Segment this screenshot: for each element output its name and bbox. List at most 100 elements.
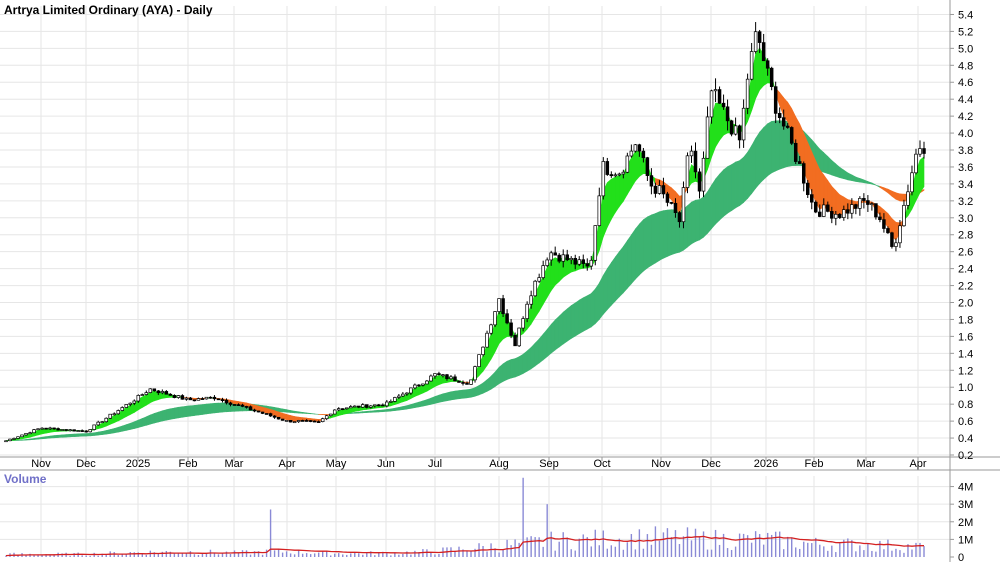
- short-term-ma-ribbon: [756, 48, 760, 99]
- long-term-ma-ribbon: [158, 411, 162, 422]
- candle-body: [606, 161, 609, 174]
- candle-body: [850, 205, 853, 214]
- candle-body: [341, 409, 344, 410]
- price-candle: [205, 397, 208, 400]
- candle-body: [81, 431, 84, 432]
- long-term-ma-ribbon: [22, 439, 26, 440]
- long-term-ma-ribbon: [186, 406, 190, 417]
- candle-body: [590, 260, 593, 266]
- candle-body: [578, 260, 581, 265]
- y-tick-label: 4.0: [958, 128, 973, 140]
- candle-body: [915, 154, 918, 173]
- long-term-ma-ribbon: [824, 153, 828, 174]
- long-term-ma-ribbon: [66, 434, 70, 437]
- candle-body: [129, 403, 132, 404]
- long-term-ma-ribbon: [363, 411, 367, 412]
- long-term-ma-ribbon: [110, 428, 114, 433]
- long-term-ma-ribbon: [756, 132, 760, 188]
- candle-body: [357, 406, 360, 407]
- candle-body: [61, 429, 64, 430]
- candle-body: [405, 393, 408, 394]
- short-term-ma-ribbon: [716, 103, 720, 147]
- price-candle: [77, 430, 80, 431]
- candle-body: [121, 407, 124, 410]
- chart-title: Artrya Limited Ordinary (AYA) - Daily: [4, 3, 213, 17]
- price-candle: [89, 429, 92, 432]
- candle-body: [870, 204, 873, 205]
- long-term-ma-ribbon: [555, 316, 559, 350]
- candle-body: [466, 383, 469, 384]
- long-term-ma-ribbon: [130, 422, 134, 430]
- candle-body: [245, 406, 248, 407]
- candle-body: [714, 90, 717, 91]
- price-candle: [109, 414, 112, 419]
- candle-body: [185, 398, 188, 399]
- long-term-ma-ribbon: [523, 351, 527, 374]
- long-term-ma-ribbon: [499, 364, 503, 384]
- price-candle: [891, 232, 894, 249]
- price-candle: [233, 404, 236, 405]
- price-candle: [193, 400, 196, 402]
- long-term-ma-ribbon: [579, 298, 583, 334]
- long-term-ma-ribbon: [587, 293, 591, 329]
- long-term-ma-ribbon: [46, 436, 50, 438]
- long-term-ma-ribbon: [351, 412, 355, 413]
- long-term-ma-ribbon: [58, 435, 62, 438]
- candle-body: [614, 175, 617, 176]
- candle-body: [65, 429, 68, 430]
- volume-title: Volume: [4, 472, 47, 486]
- price-candle: [602, 157, 605, 199]
- long-term-ma-ribbon: [407, 405, 411, 410]
- short-term-ma-ribbon: [435, 376, 439, 387]
- candle-body: [879, 217, 882, 220]
- long-term-ma-ribbon: [639, 220, 643, 275]
- price-candle: [61, 429, 64, 430]
- y-tick-label: 1.6: [958, 331, 973, 343]
- long-term-ma-ribbon: [134, 420, 138, 428]
- long-term-ma-ribbon: [198, 405, 202, 415]
- price-candle: [217, 398, 220, 399]
- candle-body: [746, 79, 749, 108]
- candle-body: [854, 205, 857, 209]
- long-term-ma-ribbon: [102, 431, 106, 435]
- candle-body: [13, 438, 16, 439]
- candle-body: [285, 420, 288, 421]
- candle-body: [293, 422, 296, 423]
- long-term-ma-ribbon: [383, 409, 387, 411]
- long-term-ma-ribbon: [591, 289, 595, 327]
- candle-body: [494, 312, 497, 325]
- price-candle: [518, 327, 521, 347]
- candle-body: [309, 421, 312, 422]
- long-term-ma-ribbon: [607, 263, 611, 310]
- price-candle: [105, 417, 108, 422]
- y-tick-label: 0.2: [958, 450, 973, 462]
- candle-body: [862, 198, 865, 200]
- x-tick-label: 2026: [754, 458, 778, 470]
- long-term-ma-ribbon: [90, 433, 94, 436]
- long-term-ma-ribbon: [190, 405, 194, 416]
- candle-body: [706, 117, 709, 158]
- x-tick-label: Sep: [539, 458, 559, 470]
- candle-body: [109, 414, 112, 418]
- x-tick-label: 2025: [126, 458, 150, 470]
- candle-body: [874, 204, 877, 217]
- short-term-ma-ribbon: [832, 186, 836, 214]
- candle-body: [778, 113, 781, 117]
- long-term-ma-ribbon: [671, 210, 675, 255]
- volume-y-tick-label: 0: [958, 552, 964, 562]
- y-tick-label: 4.8: [958, 60, 973, 72]
- candle-body: [530, 296, 533, 304]
- candle-body: [642, 151, 645, 158]
- long-term-ma-ribbon: [507, 360, 511, 380]
- short-term-ma-ribbon: [499, 311, 503, 344]
- long-term-ma-ribbon: [106, 429, 110, 434]
- long-term-ma-ribbon: [78, 434, 82, 437]
- candle-body: [550, 253, 553, 260]
- y-tick-label: 2.4: [958, 264, 973, 276]
- candle-body: [237, 405, 240, 406]
- long-term-ma-ribbon: [780, 121, 784, 170]
- candle-body: [253, 410, 256, 411]
- long-term-ma-ribbon: [663, 210, 667, 258]
- y-tick-label: 5.0: [958, 43, 973, 55]
- long-term-ma-ribbon: [70, 434, 74, 437]
